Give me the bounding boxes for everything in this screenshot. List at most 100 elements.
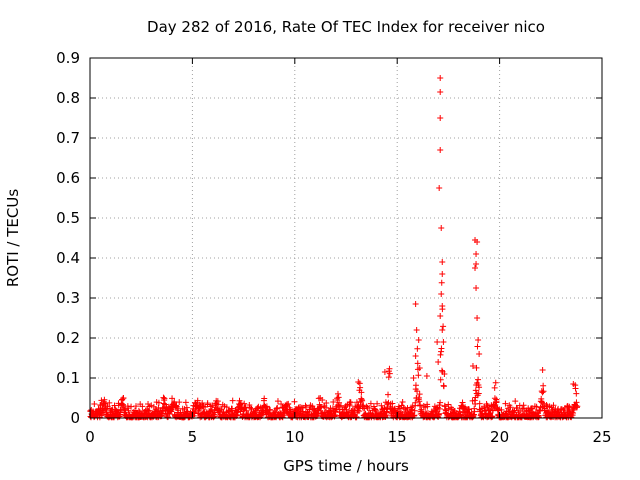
y-axis-label: ROTI / TECUs	[4, 189, 22, 287]
data-point-outlier	[415, 337, 422, 343]
data-point-baseline	[241, 400, 248, 407]
data-point-baseline	[176, 399, 183, 406]
data-point-baseline	[120, 395, 127, 402]
data-point-baseline	[535, 413, 542, 420]
data-point-outlier	[437, 313, 444, 319]
data-point-baseline	[378, 402, 385, 409]
axis-ticks: 0 5 10 15 20 25 0 0.1 0.2 0.3 0.4 0.5 0.6 0.7 0.8 0.9	[56, 49, 611, 446]
data-point-baseline	[385, 391, 392, 398]
data-point-baseline	[475, 376, 482, 383]
data-point-baseline	[330, 398, 337, 405]
x-tick-label: 0	[85, 428, 95, 446]
data-point-baseline	[408, 406, 415, 413]
data-point-baseline	[194, 397, 201, 404]
data-point-baseline	[125, 407, 132, 414]
data-point-outlier	[439, 303, 446, 309]
data-point-baseline	[389, 400, 396, 407]
data-point-baseline	[415, 372, 422, 379]
data-point-baseline	[540, 388, 547, 395]
data-point-baseline	[218, 406, 225, 413]
data-point-baseline	[539, 389, 546, 396]
y-tick-label: 0	[70, 409, 80, 427]
data-point-outlier	[469, 363, 476, 369]
data-point-baseline	[440, 323, 447, 330]
data-point-baseline	[414, 345, 421, 352]
data-point-outlier	[473, 261, 480, 267]
data-point-baseline	[223, 404, 230, 411]
data-point-baseline	[318, 404, 325, 411]
data-point-baseline	[357, 384, 364, 391]
data-point-outlier	[570, 381, 577, 387]
data-point-baseline	[274, 398, 281, 405]
data-point-baseline	[424, 403, 431, 410]
data-point-baseline	[512, 398, 519, 405]
data-point-baseline	[436, 410, 443, 417]
data-point-baseline	[381, 405, 388, 412]
data-point-baseline	[139, 403, 146, 410]
data-point-outlier	[437, 89, 444, 95]
grid-lines	[90, 58, 602, 418]
data-point-baseline	[417, 401, 424, 408]
y-tick-label: 0.8	[56, 89, 80, 107]
data-point-baseline	[416, 398, 423, 405]
data-point-outlier	[438, 225, 445, 231]
data-point-baseline	[470, 411, 477, 418]
x-tick-label: 25	[592, 428, 611, 446]
data-point-baseline	[543, 402, 550, 409]
data-point-baseline	[502, 400, 509, 407]
data-point-baseline	[200, 403, 207, 410]
data-point-baseline	[155, 399, 162, 406]
data-point-baseline	[438, 279, 445, 286]
data-point-baseline	[360, 402, 367, 409]
data-point-baseline	[183, 404, 190, 411]
data-point-baseline	[440, 383, 447, 390]
data-point-baseline	[353, 414, 360, 421]
data-point-baseline	[476, 400, 483, 407]
data-point-baseline	[199, 400, 206, 407]
data-point-baseline	[291, 398, 298, 405]
y-tick-label: 0.5	[56, 209, 80, 227]
data-point-outlier	[410, 375, 417, 381]
data-point-outlier	[416, 365, 423, 371]
y-tick-label: 0.4	[56, 249, 80, 267]
data-point-outlier	[381, 369, 388, 375]
data-point-baseline	[459, 399, 466, 406]
data-point-baseline	[385, 374, 392, 381]
data-point-baseline	[359, 397, 366, 404]
data-point-baseline	[101, 396, 108, 403]
data-point-outlier	[475, 337, 482, 343]
data-point-outlier	[439, 271, 446, 277]
data-point-baseline	[412, 399, 419, 406]
data-point-baseline	[411, 407, 418, 414]
data-point-baseline	[440, 339, 447, 346]
data-point-baseline	[420, 402, 427, 409]
data-point-baseline	[309, 403, 316, 410]
data-point-baseline	[437, 376, 444, 383]
y-tick-label: 0.9	[56, 49, 80, 67]
data-point-outlier	[473, 251, 480, 257]
data-point-outlier	[412, 301, 419, 307]
data-point-baseline	[472, 387, 479, 394]
data-point-baseline	[574, 403, 581, 410]
data-point-outlier	[474, 315, 481, 321]
data-point-baseline	[274, 404, 281, 411]
x-axis-label: GPS time / hours	[283, 457, 409, 475]
data-point-baseline	[119, 401, 126, 408]
data-point-baseline	[128, 403, 135, 410]
chart-title: Day 282 of 2016, Rate Of TEC Index for r…	[147, 18, 545, 36]
data-point-baseline	[334, 390, 341, 397]
data-point-outlier	[473, 285, 480, 291]
data-point-baseline	[133, 403, 140, 410]
data-point-baseline	[441, 402, 448, 409]
data-point-baseline	[172, 402, 179, 409]
data-point-baseline	[533, 403, 540, 410]
data-point-baseline	[121, 406, 128, 413]
data-point-baseline	[414, 360, 421, 367]
data-point-outlier	[439, 327, 446, 333]
data-point-baseline	[323, 399, 330, 406]
data-point-outlier	[476, 351, 483, 357]
data-point-baseline	[229, 397, 236, 404]
data-point-baseline	[347, 399, 354, 406]
data-point-outlier	[434, 339, 441, 345]
